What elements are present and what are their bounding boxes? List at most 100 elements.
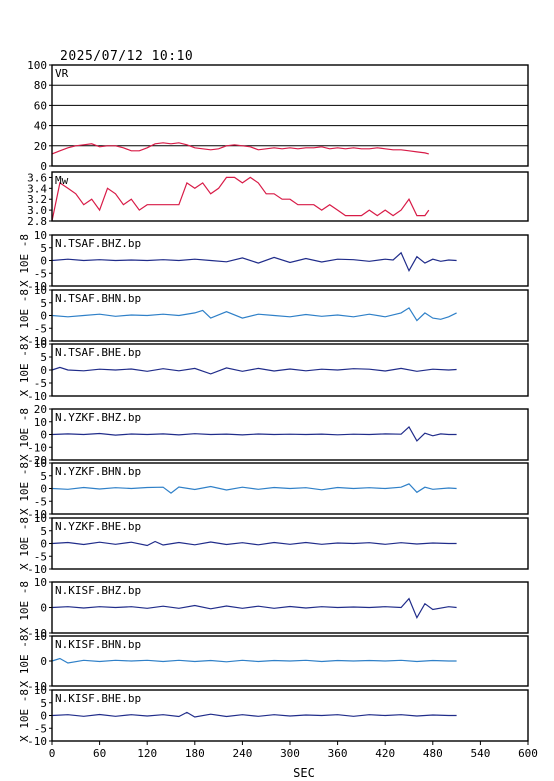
panel-n-kisf-bhz-bp: -10 0 10 N.KISF.BHZ.bp X 10E -8 xyxy=(18,576,529,640)
y-tick-label: -10 xyxy=(27,627,47,640)
y-tick-label: 0 xyxy=(40,483,47,496)
series-line-n-tsaf-bhe-bp xyxy=(51,366,457,375)
x-axis-label: SEC xyxy=(293,766,315,780)
series-line-n-kisf-bhz-bp xyxy=(51,597,457,620)
series-line-n-kisf-bhe-bp xyxy=(51,711,457,718)
x-tick-label: 300 xyxy=(280,747,300,760)
y-tick-label: -5 xyxy=(34,322,47,335)
y-tick-label: 0 xyxy=(40,602,47,615)
y-tick-label: 5 xyxy=(40,697,47,710)
panel-frame xyxy=(51,171,529,222)
y-tick-label: -5 xyxy=(34,722,47,735)
y-tick-label: 0 xyxy=(40,710,47,723)
series-line-vr xyxy=(51,142,429,155)
y-tick-label: 0 xyxy=(40,429,47,442)
y-tick-label: 10 xyxy=(34,576,47,589)
y-tick-label: 0 xyxy=(40,364,47,377)
y-axis-label: X 10E -8 xyxy=(18,344,31,397)
y-tick-label: 3.0 xyxy=(27,204,47,217)
x-tick-label: 480 xyxy=(423,747,443,760)
panel-label: N.YZKF.BHZ.bp xyxy=(55,411,141,424)
panel-label: N.KISF.BHZ.bp xyxy=(55,584,141,597)
x-tick-label: 540 xyxy=(470,747,490,760)
x-tick-label: 600 xyxy=(518,747,538,760)
y-axis-label: X 10E -8 xyxy=(18,689,31,742)
y-tick-label: 5 xyxy=(40,351,47,364)
series-line-n-tsaf-bhn-bp xyxy=(51,307,457,322)
y-tick-label: 3.2 xyxy=(27,193,47,206)
y-tick-label: 10 xyxy=(34,512,47,525)
y-axis-label: X 10E -8 xyxy=(18,581,31,634)
x-tick-label: 120 xyxy=(137,747,157,760)
y-tick-label: 5 xyxy=(40,470,47,483)
y-tick-label: 20 xyxy=(34,140,47,153)
panel-frame xyxy=(51,462,529,515)
x-tick-label: 360 xyxy=(328,747,348,760)
panel-label: N.TSAF.BHZ.bp xyxy=(55,237,141,250)
panel-frame xyxy=(51,343,529,397)
y-tick-label: 0 xyxy=(40,310,47,323)
y-tick-label: 10 xyxy=(34,338,47,351)
panel-frame xyxy=(51,64,529,167)
y-axis-label: X 10E -8 xyxy=(18,289,31,342)
series-line-n-kisf-bhn-bp xyxy=(51,657,457,664)
x-tick-label: 180 xyxy=(185,747,205,760)
panel-frame xyxy=(51,635,529,687)
series-line-mw xyxy=(51,176,430,222)
y-tick-label: 10 xyxy=(34,284,47,297)
y-tick-label: 0 xyxy=(40,160,47,173)
panel-frame xyxy=(51,289,529,342)
y-tick-label: -10 xyxy=(27,441,47,454)
y-tick-label: 10 xyxy=(34,630,47,643)
y-tick-label: 0 xyxy=(40,255,47,268)
series-line-n-tsaf-bhz-bp xyxy=(51,251,457,273)
panel-label: N.YZKF.BHN.bp xyxy=(55,465,141,478)
y-tick-label: 10 xyxy=(34,229,47,242)
panel-frame xyxy=(51,408,529,461)
y-axis-label: X 10E -8 xyxy=(18,517,31,570)
y-tick-label: 5 xyxy=(40,242,47,255)
y-tick-label: -10 xyxy=(27,280,47,293)
y-tick-label: -5 xyxy=(34,495,47,508)
panel-label: N.KISF.BHE.bp xyxy=(55,692,141,705)
y-tick-label: 10 xyxy=(34,457,47,470)
y-axis-label: X 10E -8 xyxy=(18,635,31,688)
x-tick-label: 60 xyxy=(93,747,106,760)
panel-label: N.YZKF.BHE.bp xyxy=(55,520,141,533)
y-tick-label: -5 xyxy=(34,550,47,563)
y-tick-label: 0 xyxy=(40,655,47,668)
y-tick-label: -10 xyxy=(27,508,47,521)
panel-label: N.TSAF.BHN.bp xyxy=(55,292,141,305)
y-tick-label: -10 xyxy=(27,563,47,576)
y-tick-label: 80 xyxy=(34,79,47,92)
y-tick-label: -10 xyxy=(27,390,47,403)
y-tick-label: 5 xyxy=(40,297,47,310)
y-tick-label: 40 xyxy=(34,120,47,133)
y-tick-label: -5 xyxy=(34,377,47,390)
series-line-n-yzkf-bhe-bp xyxy=(51,540,457,547)
series-line-n-yzkf-bhn-bp xyxy=(51,483,457,494)
panel-label: Mw xyxy=(55,174,69,187)
panel-frame xyxy=(51,581,529,634)
y-tick-label: -5 xyxy=(34,267,47,280)
y-tick-label: 0 xyxy=(40,538,47,551)
y-axis-label: X 10E -8 xyxy=(18,462,31,515)
panel-n-kisf-bhn-bp: -10 0 10 N.KISF.BHN.bp X 10E -8 xyxy=(18,630,529,693)
panel-label: N.TSAF.BHE.bp xyxy=(55,346,141,359)
panel-label: N.KISF.BHN.bp xyxy=(55,638,141,651)
y-tick-label: 5 xyxy=(40,525,47,538)
y-tick-label: 100 xyxy=(27,59,47,72)
y-tick-label: -10 xyxy=(27,680,47,693)
y-tick-label: 3.4 xyxy=(27,182,47,195)
timestamp: 2025/07/12 10:10 xyxy=(60,49,194,64)
y-tick-label: 20 xyxy=(34,403,47,416)
y-axis-label: X 10E -8 xyxy=(18,408,31,461)
y-tick-label: -10 xyxy=(27,335,47,348)
